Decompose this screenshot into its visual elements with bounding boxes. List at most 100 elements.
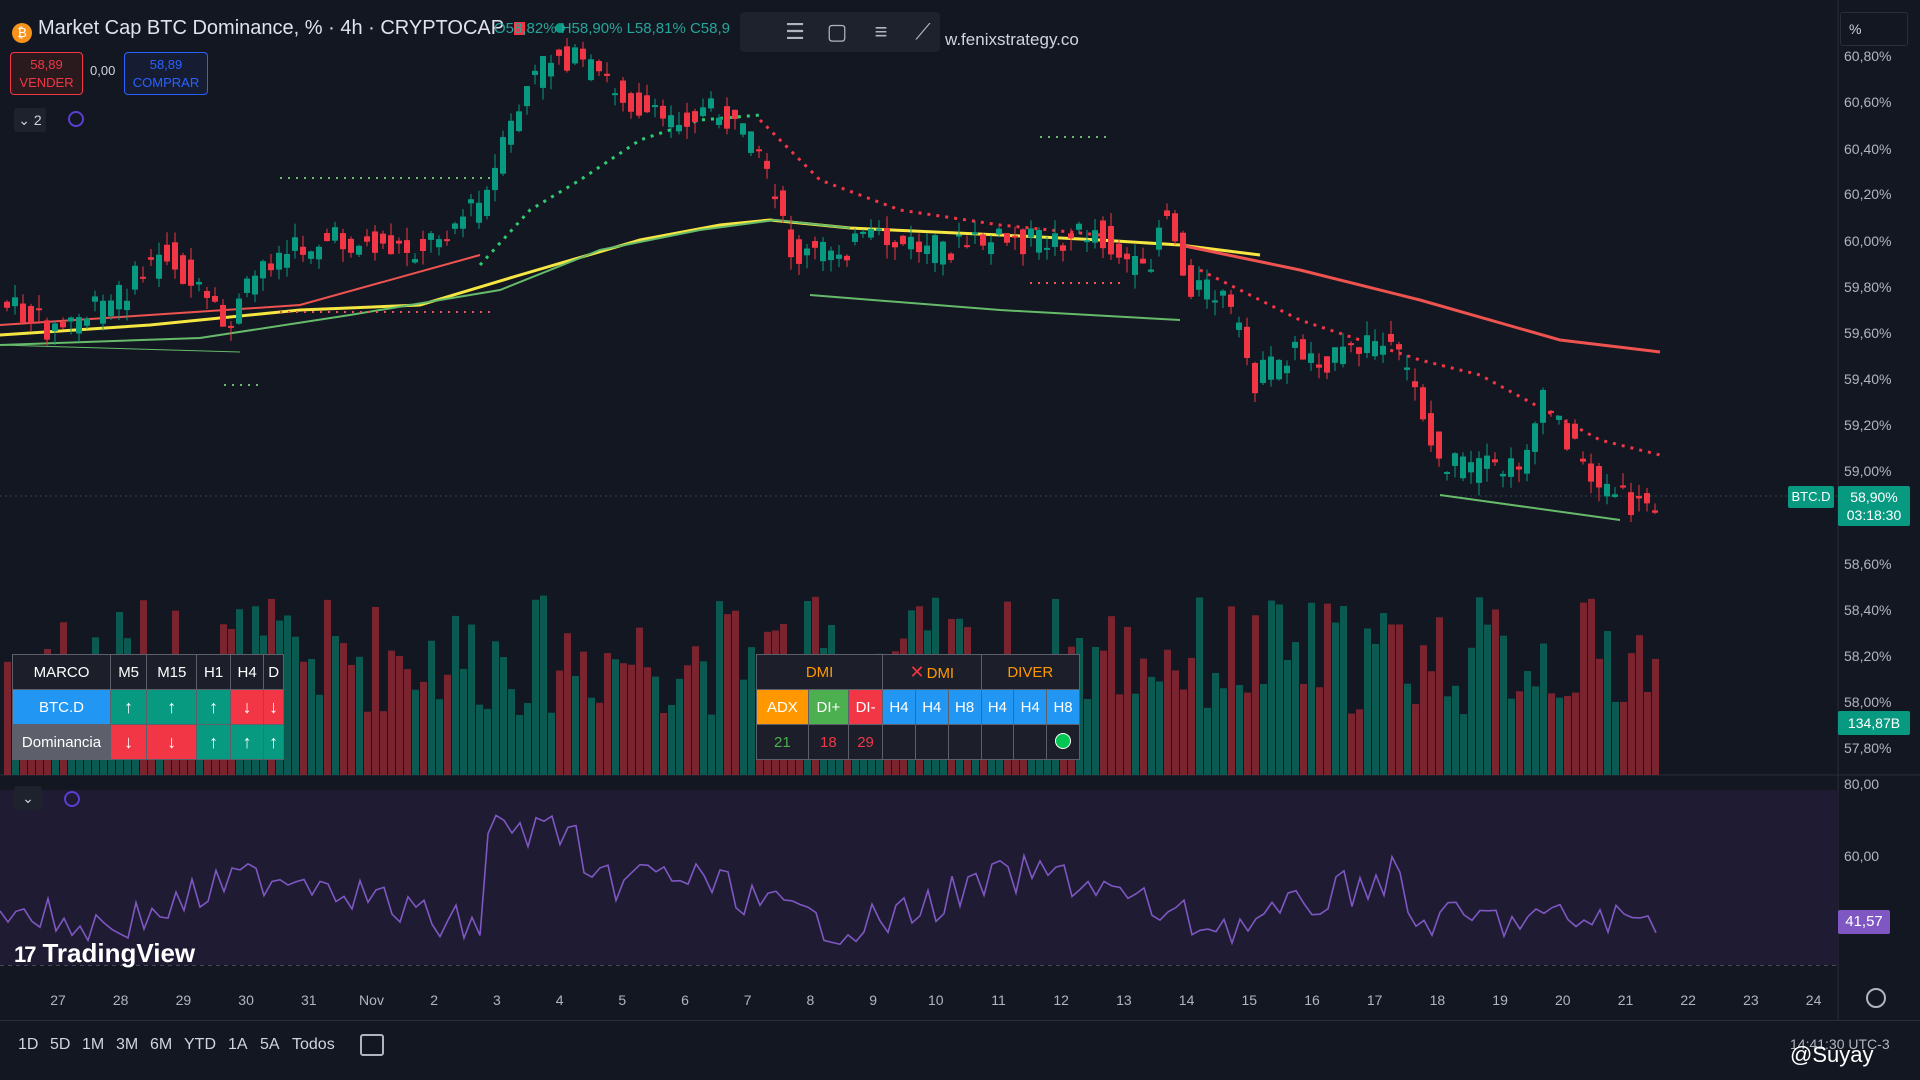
time-axis-label: 4 (555, 992, 564, 1008)
volume-bar-down (1620, 701, 1627, 775)
candle-body-up (1076, 223, 1082, 230)
timeframe-cell: H4 (914, 689, 949, 725)
di-minus-label: DI- (847, 689, 884, 725)
time-axis-label: 23 (1743, 992, 1759, 1008)
time-axis-label: 20 (1555, 992, 1571, 1008)
adx-label: ADX (756, 689, 809, 725)
volume-bar-down (396, 655, 403, 775)
candle-body-up (260, 261, 266, 279)
range-button-1m[interactable]: 1M (82, 1036, 105, 1053)
trend-up-cell: ↑ (146, 689, 198, 725)
overlay-url: w.fenixstrategy.co (945, 30, 1079, 49)
candle-body-down (556, 49, 562, 56)
candle-body-up (1236, 322, 1242, 330)
candle-body-up (492, 167, 498, 191)
market-status-icon (555, 23, 566, 33)
range-button-6m[interactable]: 6M (150, 1036, 173, 1053)
bottom-toolbar (0, 1020, 1920, 1080)
menu-icon[interactable]: ≡ (874, 19, 888, 44)
range-button-ytd[interactable]: YTD (184, 1036, 216, 1053)
time-axis-label: 15 (1241, 992, 1258, 1008)
volume-bar-down (1316, 687, 1323, 775)
volume-bar-up (1268, 600, 1275, 775)
volume-bar-up (1500, 635, 1507, 775)
candle-body-up (1084, 240, 1090, 243)
volume-bar-down (1564, 696, 1571, 775)
range-button-5a[interactable]: 5A (260, 1036, 280, 1053)
trend-lines-icon[interactable]: ☰ (785, 19, 805, 44)
time-axis-label: 18 (1429, 992, 1446, 1008)
volume-bar-down (628, 664, 635, 775)
candle-body-up (1364, 335, 1370, 354)
volume-bar-up (1076, 637, 1083, 775)
candle-body-down (564, 46, 570, 71)
candle-body-down (724, 106, 730, 129)
time-axis-label: 19 (1492, 992, 1508, 1008)
volume-bar-down (684, 665, 691, 775)
volume-bar-up (284, 615, 291, 775)
candle-body-up (100, 300, 106, 324)
volume-bar-down (1100, 650, 1107, 775)
candle-body-up (1452, 453, 1458, 466)
symbol-title: Market Cap BTC Dominance, % · 4h · CRYPT… (38, 17, 505, 39)
volume-bar-down (1140, 658, 1147, 775)
rectangle-icon[interactable]: ▢ (826, 19, 848, 44)
go-to-date-calendar-icon[interactable] (360, 1034, 384, 1056)
range-button-1d[interactable]: 1D (18, 1036, 39, 1053)
candle-body-up (572, 47, 578, 64)
candle-body-down (1188, 265, 1194, 297)
candle-body-down (1140, 258, 1146, 264)
volume-bar-down (1188, 657, 1195, 775)
ruler-icon[interactable]: ⟋ (915, 19, 931, 44)
candle-body-up (1284, 365, 1290, 374)
candle-body-up (332, 227, 338, 241)
range-button-todos[interactable]: Todos (292, 1036, 335, 1053)
rsi-collapse-button[interactable]: ⌄ (14, 786, 42, 810)
buy-button[interactable]: 58,89 COMPRAR (124, 52, 208, 95)
candle-body-down (420, 239, 426, 252)
candle-body-up (356, 245, 362, 255)
candle-body-down (1596, 466, 1602, 488)
candle-body-up (1148, 269, 1154, 272)
volume-bar-up (1332, 622, 1339, 775)
chart-title[interactable]: ₿ Market Cap BTC Dominance, % · 4h · CRYP… (12, 17, 577, 43)
candle-body-up (1372, 341, 1378, 357)
dmi-header: DMI (755, 654, 884, 690)
volume-bar-down (596, 702, 603, 775)
candle-body-down (4, 301, 10, 308)
settings-gear-icon[interactable] (1866, 988, 1886, 1008)
volume-bar-down (1436, 617, 1443, 775)
candle-body-up (708, 98, 714, 109)
candle-body-down (268, 263, 274, 271)
di-plus-label: DI+ (807, 689, 850, 725)
time-axis-label: 28 (112, 992, 129, 1008)
volume-bar-up (476, 704, 483, 775)
time-axis-label: 2 (430, 992, 439, 1008)
marco-table: MARCO M5 M15 H1 H4 D BTC.D ↑ ↑ ↑ ↓ ↓ Dom… (12, 654, 284, 760)
flag-icon[interactable] (514, 22, 526, 35)
candle-body-up (1532, 423, 1538, 452)
range-button-1a[interactable]: 1A (228, 1036, 248, 1053)
support-line (809, 294, 1181, 321)
volume-bar-down (1228, 606, 1235, 775)
sell-button[interactable]: 58,89 VENDER (10, 52, 83, 95)
time-axis-label: 22 (1680, 992, 1696, 1008)
support-line (1439, 494, 1621, 521)
volume-bar-up (308, 658, 315, 775)
clock-time[interactable]: 14:41:30 UTC-3 (1790, 1036, 1890, 1052)
rsi-indicator-icon (64, 791, 80, 807)
timeframe-cell: H4 (1013, 689, 1048, 725)
buy-label: COMPRAR (132, 75, 200, 90)
candle-body-up (1476, 458, 1482, 483)
candle-body-down (580, 48, 586, 60)
range-button-5d[interactable]: 5D (50, 1036, 71, 1053)
volume-bar-up (484, 708, 491, 775)
range-button-3m[interactable]: 3M (116, 1036, 139, 1053)
candle-body-down (148, 257, 154, 260)
candle-body-down (644, 95, 650, 113)
candle-body-up (1556, 415, 1562, 420)
scale-mode-button[interactable]: % (1840, 12, 1908, 46)
marco-header: H1 (196, 654, 231, 690)
indicators-collapse-button[interactable]: ⌄ 2 (14, 108, 46, 132)
